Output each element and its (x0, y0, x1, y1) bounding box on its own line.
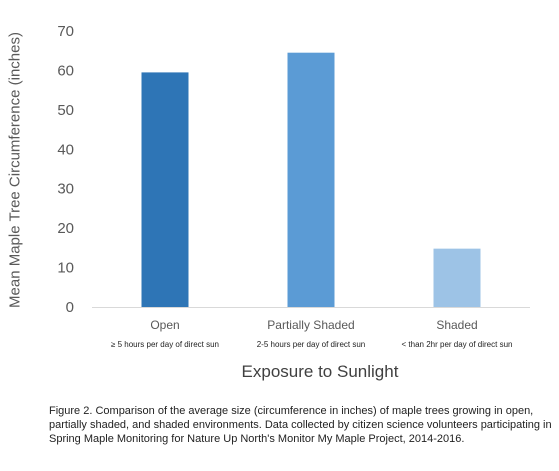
bars (141, 52, 481, 308)
category-sublabel: ≥ 5 hours per day of direct sun (111, 340, 219, 349)
y-tick-label: 30 (57, 181, 74, 198)
y-tick-label: 60 (57, 62, 74, 79)
figure-caption: Figure 2. Comparison of the average size… (49, 405, 552, 445)
y-tick-label: 10 (57, 260, 74, 277)
bar (141, 72, 189, 308)
y-axis-ticks: 0 10 20 30 40 50 60 70 (57, 23, 74, 316)
bar-chart: 0 10 20 30 40 50 60 70 Open ≥ 5 hours per day of… (57, 23, 530, 349)
category-sublabel: < than 2hr per day of direct sun (402, 340, 513, 349)
x-axis-title: Exposure to Sunlight (241, 362, 399, 381)
category-sublabel: 2-5 hours per day of direct sun (257, 340, 366, 349)
bar (433, 248, 481, 307)
category-label: Shaded (436, 318, 477, 332)
bar (287, 52, 335, 307)
y-axis-title: Mean Maple Tree Circumference (inches) (0, 32, 30, 308)
y-tick-label: 70 (57, 23, 74, 40)
y-axis-title-text: Mean Maple Tree Circumference (inches) (6, 32, 24, 308)
y-tick-label: 0 (66, 299, 74, 316)
category-labels: Open ≥ 5 hours per day of direct sun Parti… (111, 318, 512, 349)
category-label: Partially Shaded (267, 318, 354, 332)
y-tick-label: 50 (57, 102, 74, 119)
y-tick-label: 20 (57, 220, 74, 237)
y-tick-label: 40 (57, 141, 74, 158)
category-label: Open (150, 318, 179, 332)
